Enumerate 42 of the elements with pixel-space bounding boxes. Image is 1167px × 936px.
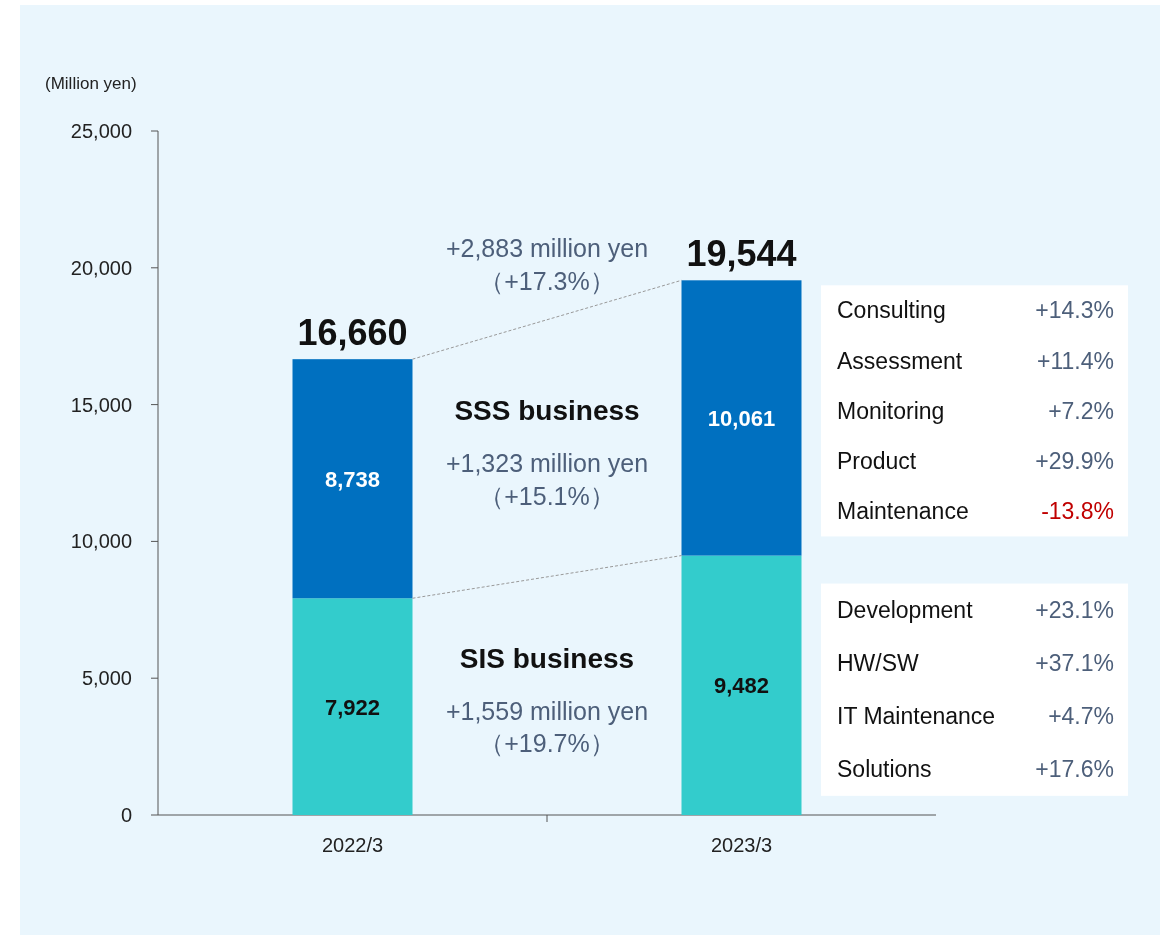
annotation: +1,323 million yen （+15.1%） — [445, 449, 649, 510]
annotation: IT Maintenance — [837, 703, 996, 730]
annotation: +2,883 million yen （+17.3%） — [445, 234, 649, 295]
data-label: 7,922 — [324, 694, 381, 720]
series-label: SIS business — [459, 642, 635, 674]
annotation: Consulting — [837, 297, 946, 324]
data-label: 9,482 — [713, 673, 770, 699]
total-label: 19,544 — [686, 233, 797, 275]
text: +11.4% — [1037, 347, 1114, 374]
text: +7.2% — [1048, 397, 1114, 424]
bar — [292, 598, 413, 815]
y-tick-label: 0 — [120, 804, 132, 826]
text: +17.6% — [1035, 756, 1114, 783]
y-tick-label: 25,000 — [70, 120, 132, 142]
y-tick-label: 20,000 — [70, 256, 132, 279]
text: +37.1% — [1035, 650, 1114, 677]
y-axis-title: (Million yen) — [45, 74, 137, 93]
total-label: 16,660 — [297, 312, 408, 354]
annotation: Maintenance — [837, 498, 969, 525]
y-tick-label: 10,000 — [70, 530, 132, 553]
x-tick-label: 2022/3 — [321, 834, 384, 856]
series-label: SSS business — [454, 395, 640, 427]
annotation: Assessment — [837, 347, 963, 374]
annotation: Product — [837, 448, 917, 475]
data-label: 10,061 — [707, 405, 776, 431]
text: +29.9% — [1035, 448, 1114, 475]
annotation: Solutions — [837, 756, 932, 783]
x-tick-label: 2023/3 — [710, 834, 773, 856]
bar — [681, 280, 802, 556]
y-tick-label: 5,000 — [81, 667, 132, 690]
text: +23.1% — [1035, 597, 1114, 624]
data-label: 8,738 — [324, 466, 381, 492]
text: +14.3% — [1035, 297, 1114, 324]
annotation: +1,559 million yen （+19.7%） — [445, 696, 649, 758]
annotation: HW/SW — [837, 650, 920, 677]
bar — [681, 555, 802, 815]
text: -13.8% — [1041, 498, 1114, 525]
y-tick-label: 15,000 — [70, 393, 132, 416]
text: +4.7% — [1048, 703, 1114, 730]
bar — [292, 359, 413, 599]
annotation: Monitoring — [837, 397, 945, 424]
annotation: Development — [837, 597, 974, 624]
